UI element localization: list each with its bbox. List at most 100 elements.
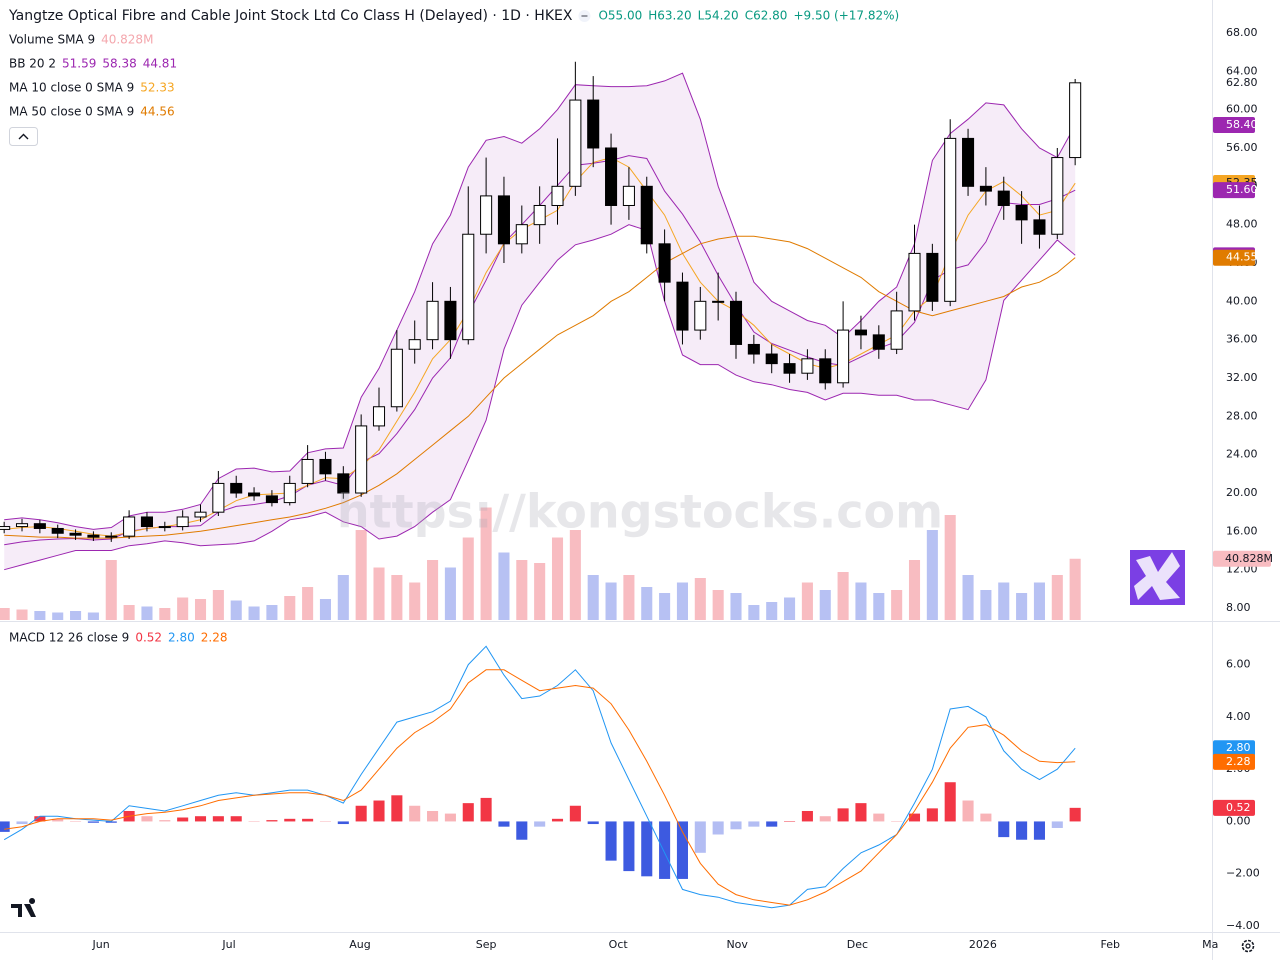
candle-body bbox=[212, 482, 225, 513]
tv-icon[interactable] bbox=[11, 898, 36, 917]
macd-hist-bar bbox=[427, 810, 439, 822]
macd-tick-label: −2.00 bbox=[1226, 867, 1260, 880]
candle-body bbox=[355, 425, 368, 494]
volume-bar bbox=[302, 587, 314, 620]
legend-name: MA 10 close 0 SMA 9 bbox=[9, 81, 134, 95]
volume-bar bbox=[1033, 582, 1045, 620]
volume-bar bbox=[355, 530, 367, 620]
candle-body bbox=[783, 363, 796, 374]
price-badge-label: 62.80 bbox=[1226, 76, 1258, 89]
candle-body bbox=[158, 526, 171, 529]
volume-bar bbox=[1069, 558, 1081, 620]
legend-value: 0.52 bbox=[135, 631, 162, 645]
macd-hist-bar bbox=[444, 813, 456, 822]
macd-hist-bar bbox=[659, 821, 671, 879]
macd-hist-bar bbox=[819, 816, 831, 822]
ohlc-value: L54.20 bbox=[698, 9, 739, 23]
candle-body bbox=[1015, 204, 1028, 221]
gear-ring[interactable] bbox=[1241, 939, 1255, 953]
candle-body bbox=[979, 185, 992, 192]
volume-bar bbox=[498, 552, 510, 620]
volume-bar bbox=[230, 600, 242, 620]
volume-bar bbox=[52, 612, 64, 620]
volume-bar bbox=[819, 590, 831, 620]
candle-body bbox=[497, 195, 510, 245]
macd-hist-bar bbox=[34, 816, 46, 822]
volume-bar bbox=[641, 587, 653, 620]
macd-tick-label: 0.00 bbox=[1226, 814, 1251, 827]
candle-body bbox=[676, 281, 689, 331]
candle-body bbox=[819, 358, 832, 384]
volume-bar bbox=[605, 582, 617, 620]
candle-body bbox=[533, 204, 546, 226]
volume-bar bbox=[784, 597, 796, 620]
tradingview-logo[interactable] bbox=[11, 898, 36, 917]
button-frame[interactable] bbox=[9, 127, 38, 146]
x-tick-label: Nov bbox=[726, 938, 748, 951]
legend-value: 52.33 bbox=[140, 81, 174, 95]
candle-body bbox=[230, 482, 243, 494]
settings-gear[interactable] bbox=[1241, 939, 1255, 953]
volume-bar bbox=[444, 567, 456, 620]
logo-mark bbox=[1134, 552, 1180, 600]
candle-body bbox=[908, 252, 921, 312]
macd-hist-bar bbox=[641, 821, 653, 877]
collapse-button[interactable] bbox=[9, 127, 38, 146]
macd-hist-bar bbox=[480, 797, 492, 822]
volume-bar bbox=[462, 537, 474, 620]
volume-bar bbox=[266, 605, 278, 620]
volume-bar bbox=[409, 582, 421, 620]
macd-hist-bar bbox=[944, 782, 956, 822]
candle-body bbox=[765, 353, 778, 365]
candle-body bbox=[15, 523, 29, 528]
volume-bar bbox=[123, 605, 135, 620]
candle-body bbox=[248, 492, 261, 497]
volume-bar bbox=[0, 608, 10, 620]
chevron-icon[interactable] bbox=[18, 133, 29, 140]
macd-badge-label: 2.28 bbox=[1226, 755, 1251, 768]
candle-body bbox=[33, 523, 46, 529]
legend-value: 40.828M bbox=[101, 33, 153, 47]
candle-body bbox=[1033, 219, 1046, 235]
volume-bar bbox=[427, 560, 439, 620]
price-badge-label: 51.60 bbox=[1226, 183, 1258, 196]
volume-badge bbox=[1213, 550, 1271, 567]
volume-bar bbox=[373, 567, 385, 620]
candle-body bbox=[301, 458, 314, 484]
macd-hist-bar bbox=[0, 821, 10, 832]
macd-hist-bar bbox=[141, 816, 153, 822]
legend-value: 44.56 bbox=[140, 105, 174, 119]
candle-body bbox=[0, 526, 11, 530]
ohlc-value: H63.20 bbox=[648, 9, 691, 23]
y-tick-label: 64.00 bbox=[1226, 64, 1258, 77]
candle-body bbox=[408, 339, 421, 350]
price-badge-label: 58.40 bbox=[1226, 118, 1258, 131]
volume-bar bbox=[908, 560, 921, 620]
candle-body bbox=[1051, 157, 1064, 235]
y-tick-label: 40.00 bbox=[1226, 294, 1258, 307]
x-tick-label: Ma bbox=[1202, 938, 1218, 951]
ohlc-value: O55.00 bbox=[598, 9, 642, 23]
macd-hist-bar bbox=[391, 795, 403, 822]
candle-body bbox=[872, 334, 885, 350]
y-tick-label: 8.00 bbox=[1226, 601, 1251, 614]
candle-body bbox=[372, 406, 386, 427]
macd-hist-bar bbox=[891, 821, 903, 822]
candle-body bbox=[729, 300, 743, 345]
chart-title: Yangtze Optical Fibre and Cable Joint St… bbox=[8, 8, 573, 24]
legend-name: MACD 12 26 close 9 bbox=[9, 631, 129, 645]
gear-hub[interactable] bbox=[1245, 943, 1251, 949]
candle-body bbox=[176, 516, 189, 528]
brand-logo bbox=[1130, 550, 1185, 605]
x-tick-label: Feb bbox=[1101, 938, 1120, 951]
macd-hist-bar bbox=[1069, 807, 1081, 822]
ohlc-value: C62.80 bbox=[745, 9, 788, 23]
candle-body bbox=[890, 310, 903, 350]
volume-bar bbox=[748, 605, 760, 620]
candle-body bbox=[1069, 82, 1082, 159]
macd-line bbox=[4, 669, 1076, 906]
candle-body bbox=[87, 534, 100, 538]
volume-bar bbox=[87, 612, 99, 620]
volume-bar bbox=[319, 599, 331, 620]
